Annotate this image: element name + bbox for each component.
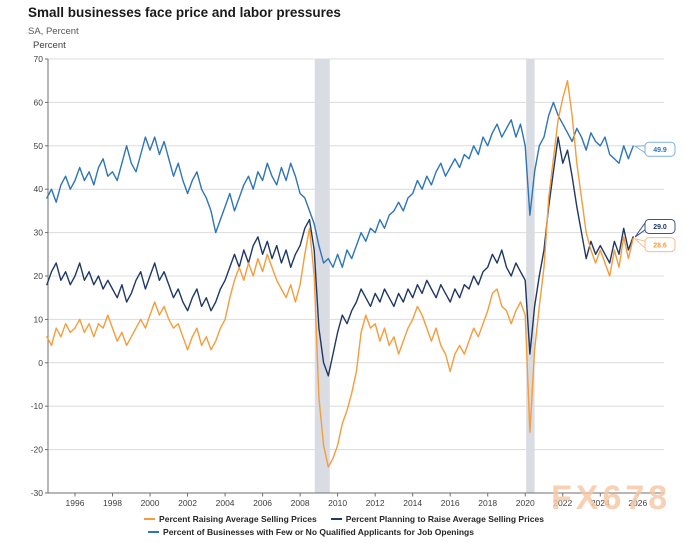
y-tick-label: 40 [34, 184, 44, 194]
legend-label: Percent of Businesses with Few or No Qua… [163, 527, 474, 537]
watermark: FX678 [551, 479, 672, 517]
legend-item: Percent of Businesses with Few or No Qua… [148, 527, 474, 537]
legend-label: Percent Planning to Raise Average Sellin… [345, 514, 544, 524]
legend-row-1: Percent Raising Average Selling Prices Pe… [137, 514, 551, 524]
y-tick-label: 20 [34, 271, 44, 281]
x-tick-label: 2006 [253, 498, 272, 508]
callout-tail [634, 221, 646, 238]
y-axis-title: Percent [33, 40, 66, 51]
chart-subtitle: SA, Percent [28, 26, 79, 37]
legend-dash-icon [330, 517, 342, 520]
x-tick-label: 2002 [178, 498, 197, 508]
series-line [46, 136, 634, 377]
legend-dash-icon [144, 517, 156, 520]
y-tick-label: -10 [31, 401, 44, 411]
callout-value: 49.9 [653, 147, 667, 154]
x-tick-label: 2018 [478, 498, 497, 508]
x-tick-label: 2010 [328, 498, 347, 508]
series-line [46, 101, 634, 268]
y-tick-label: 70 [34, 54, 44, 64]
x-tick-label: 2016 [441, 498, 460, 508]
y-tick-label: -30 [31, 488, 44, 498]
x-tick-label: 2024 [591, 498, 610, 508]
x-tick-label: 2000 [141, 498, 160, 508]
x-tick-label: 2012 [366, 498, 385, 508]
legend-item: Percent Planning to Raise Average Sellin… [330, 514, 544, 524]
callout-value: 28.6 [653, 242, 667, 249]
x-tick-label: 1998 [103, 498, 122, 508]
y-tick-label: 50 [34, 141, 44, 151]
legend-row-2: Percent of Businesses with Few or No Qua… [141, 527, 481, 537]
x-tick-label: 2026 [628, 498, 647, 508]
callout-tail [633, 237, 646, 250]
legend-dash-icon [148, 530, 160, 533]
x-tick-label: 2004 [216, 498, 235, 508]
callout-tail [633, 145, 646, 154]
series-line [46, 80, 634, 468]
x-tick-label: 2022 [553, 498, 572, 508]
x-tick-label: 2020 [516, 498, 535, 508]
y-tick-label: 0 [38, 358, 43, 368]
y-tick-label: -20 [31, 445, 44, 455]
legend-label: Percent Raising Average Selling Prices [159, 514, 317, 524]
y-tick-label: 60 [34, 97, 44, 107]
x-tick-label: 2014 [403, 498, 422, 508]
callout-value: 29.0 [653, 224, 667, 231]
y-tick-label: 30 [34, 228, 44, 238]
page-title: Small businesses face price and labor pr… [28, 5, 341, 20]
x-tick-label: 1996 [66, 498, 85, 508]
y-tick-label: 10 [34, 314, 44, 324]
legend-item: Percent Raising Average Selling Prices [144, 514, 317, 524]
x-tick-label: 2008 [291, 498, 310, 508]
